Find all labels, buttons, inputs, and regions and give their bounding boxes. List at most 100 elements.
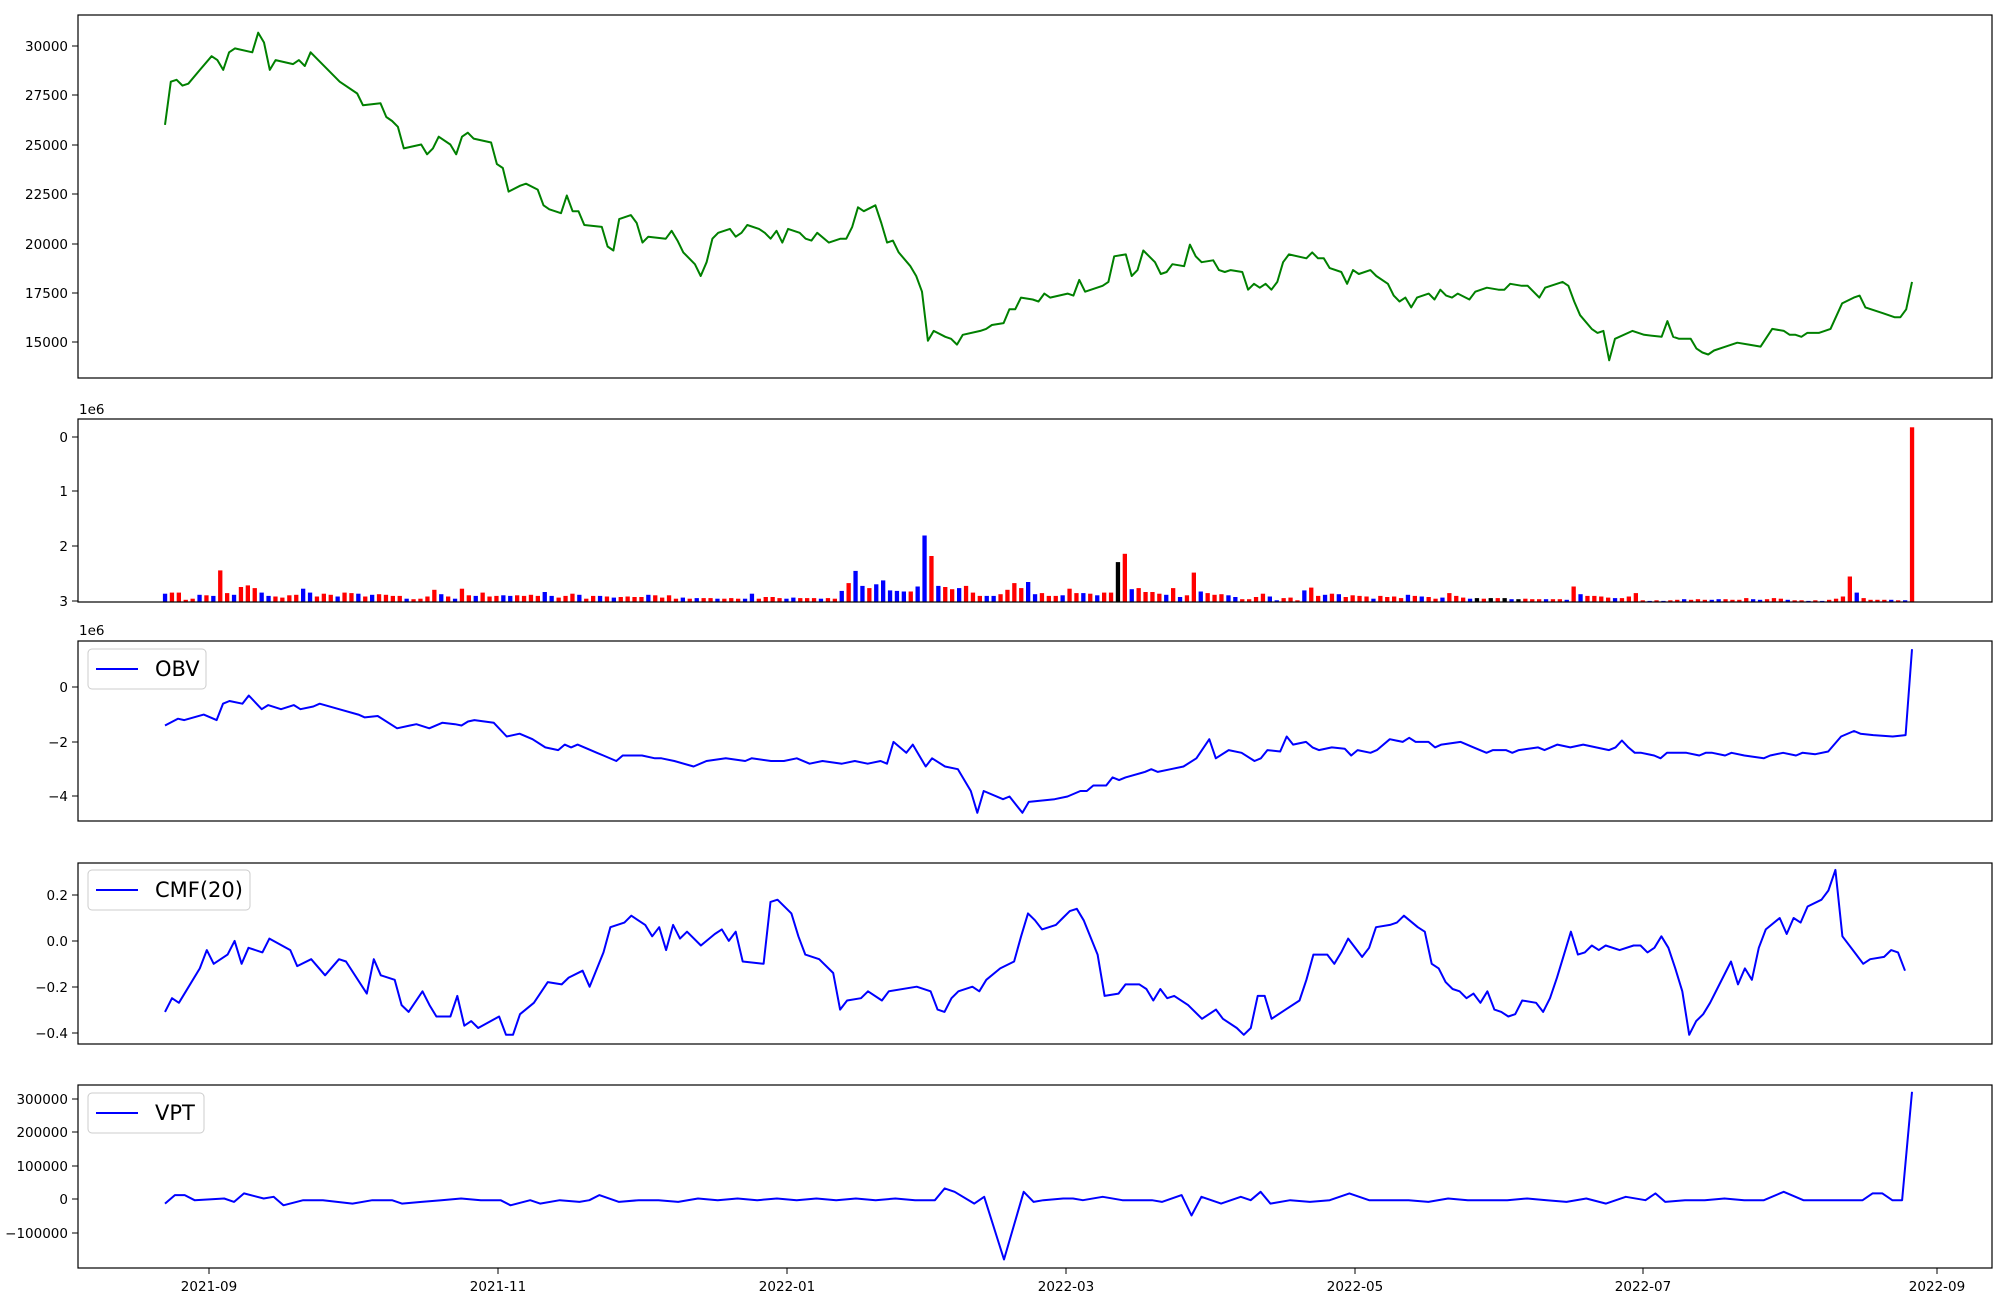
volume-bar [1550, 599, 1556, 602]
volume-bar [1744, 598, 1749, 602]
volume-bar [1688, 599, 1694, 602]
obv-legend-label: OBV [155, 657, 200, 681]
volume-bar [238, 587, 244, 602]
price-panel: 15000 17500 20000 22500 25000 27500 30000 [25, 14, 1993, 379]
vpt-y-tick-label: 300000 [16, 1092, 68, 1108]
volume-bar [984, 595, 989, 602]
volume-bar [1164, 594, 1169, 602]
volume-bar [404, 598, 409, 602]
price-y-tick-label: 30000 [25, 39, 68, 55]
volume-bar [1226, 595, 1231, 602]
obv-offset-label: 1e6 [79, 623, 104, 639]
volume-bar [1253, 597, 1259, 602]
volume-bar [1171, 588, 1176, 602]
volume-bar [570, 593, 575, 602]
volume-bar [1150, 592, 1155, 602]
volume-bar [1606, 597, 1611, 602]
volume-bar [1592, 595, 1597, 602]
volume-bar [197, 594, 202, 602]
volume-bar [1219, 594, 1224, 602]
volume-bar [853, 570, 858, 602]
volume-bar [1426, 597, 1431, 602]
volume-bar [1903, 600, 1908, 602]
volume-bar [1619, 598, 1625, 602]
obv-panel: −4 −2 0 1e6 OBV [48, 623, 1993, 822]
volume-bar [535, 595, 540, 602]
volume-bar [1675, 599, 1680, 602]
volume-bar [1129, 589, 1134, 602]
volume-bar [660, 597, 665, 602]
volume-bar [1343, 597, 1348, 602]
volume-bar [1419, 596, 1424, 602]
volume-bar [1461, 597, 1466, 602]
vpt-y-tick-label: 100000 [16, 1159, 68, 1175]
volume-bar [1523, 598, 1528, 602]
volume-bar [183, 599, 188, 602]
obv-y-tick-label: −2 [48, 735, 68, 751]
volume-bar [1488, 598, 1493, 602]
volume-bar [1709, 599, 1714, 602]
volume-bar [1302, 590, 1307, 602]
volume-bar [466, 595, 471, 602]
volume-bar [874, 584, 879, 602]
cmf-y-tick-label: −0.4 [35, 1026, 68, 1042]
cmf-legend-label: CMF(20) [155, 878, 243, 902]
volume-bar [597, 595, 603, 602]
volume-bar [1502, 598, 1507, 602]
volume-bar [1122, 553, 1127, 602]
volume-bar [432, 589, 437, 602]
volume-bar [1440, 597, 1445, 602]
obv-y-tick-label: −4 [48, 789, 68, 805]
volume-bar [1184, 595, 1190, 602]
volume-bar [225, 593, 230, 602]
obv-line [164, 649, 1913, 814]
cmf-y-tick-label: −0.2 [35, 980, 68, 996]
volume-bar [625, 596, 630, 602]
volume-bar [176, 592, 181, 602]
volume-bar [777, 598, 782, 602]
volume-bar [1378, 595, 1383, 602]
volume-bar [756, 598, 761, 602]
volume-bar [1060, 595, 1065, 602]
volume-bar [459, 588, 465, 602]
volume-bar [694, 598, 699, 602]
volume-bar [1654, 600, 1659, 602]
volume-bar [1757, 599, 1763, 602]
volume-bar [1702, 599, 1707, 602]
volume-bar [577, 594, 582, 602]
obv-legend: OBV [87, 648, 207, 690]
volume-bar [508, 595, 513, 602]
price-y-tick-label: 20000 [25, 237, 68, 253]
volume-bar [1778, 598, 1783, 602]
volume-bar [1095, 595, 1100, 602]
volume-bar [922, 535, 927, 602]
volume-bar [1005, 589, 1010, 602]
volume-bar [1847, 576, 1852, 602]
price-y-tick-label: 22500 [25, 187, 68, 203]
volume-bar [708, 598, 713, 602]
volume-bar [1067, 588, 1072, 602]
x-tick-label: 2021-09 [181, 1279, 237, 1295]
volume-y-tick-label: 3 [59, 594, 68, 610]
volume-bar [1716, 599, 1721, 602]
volume-bar [1412, 595, 1417, 602]
volume-bar [1833, 598, 1839, 602]
volume-axes-frame [77, 418, 1993, 603]
cmf-legend-box [87, 869, 251, 911]
volume-bar [515, 595, 520, 602]
volume-bar [1392, 596, 1397, 602]
volume-bar [1447, 593, 1452, 602]
volume-bar [1046, 595, 1051, 602]
volume-bar [1633, 593, 1638, 602]
volume-bar [1640, 600, 1645, 602]
volume-bar [245, 585, 250, 602]
volume-bar [929, 556, 934, 602]
volume-bar [887, 590, 893, 602]
volume-bar [1481, 598, 1486, 602]
cmf-y-tick-label: 0.2 [47, 888, 68, 904]
volume-bar [784, 598, 789, 602]
volume-bar [190, 598, 195, 602]
volume-bar [881, 580, 886, 602]
volume-bar [501, 595, 506, 602]
volume-bar [867, 588, 872, 602]
